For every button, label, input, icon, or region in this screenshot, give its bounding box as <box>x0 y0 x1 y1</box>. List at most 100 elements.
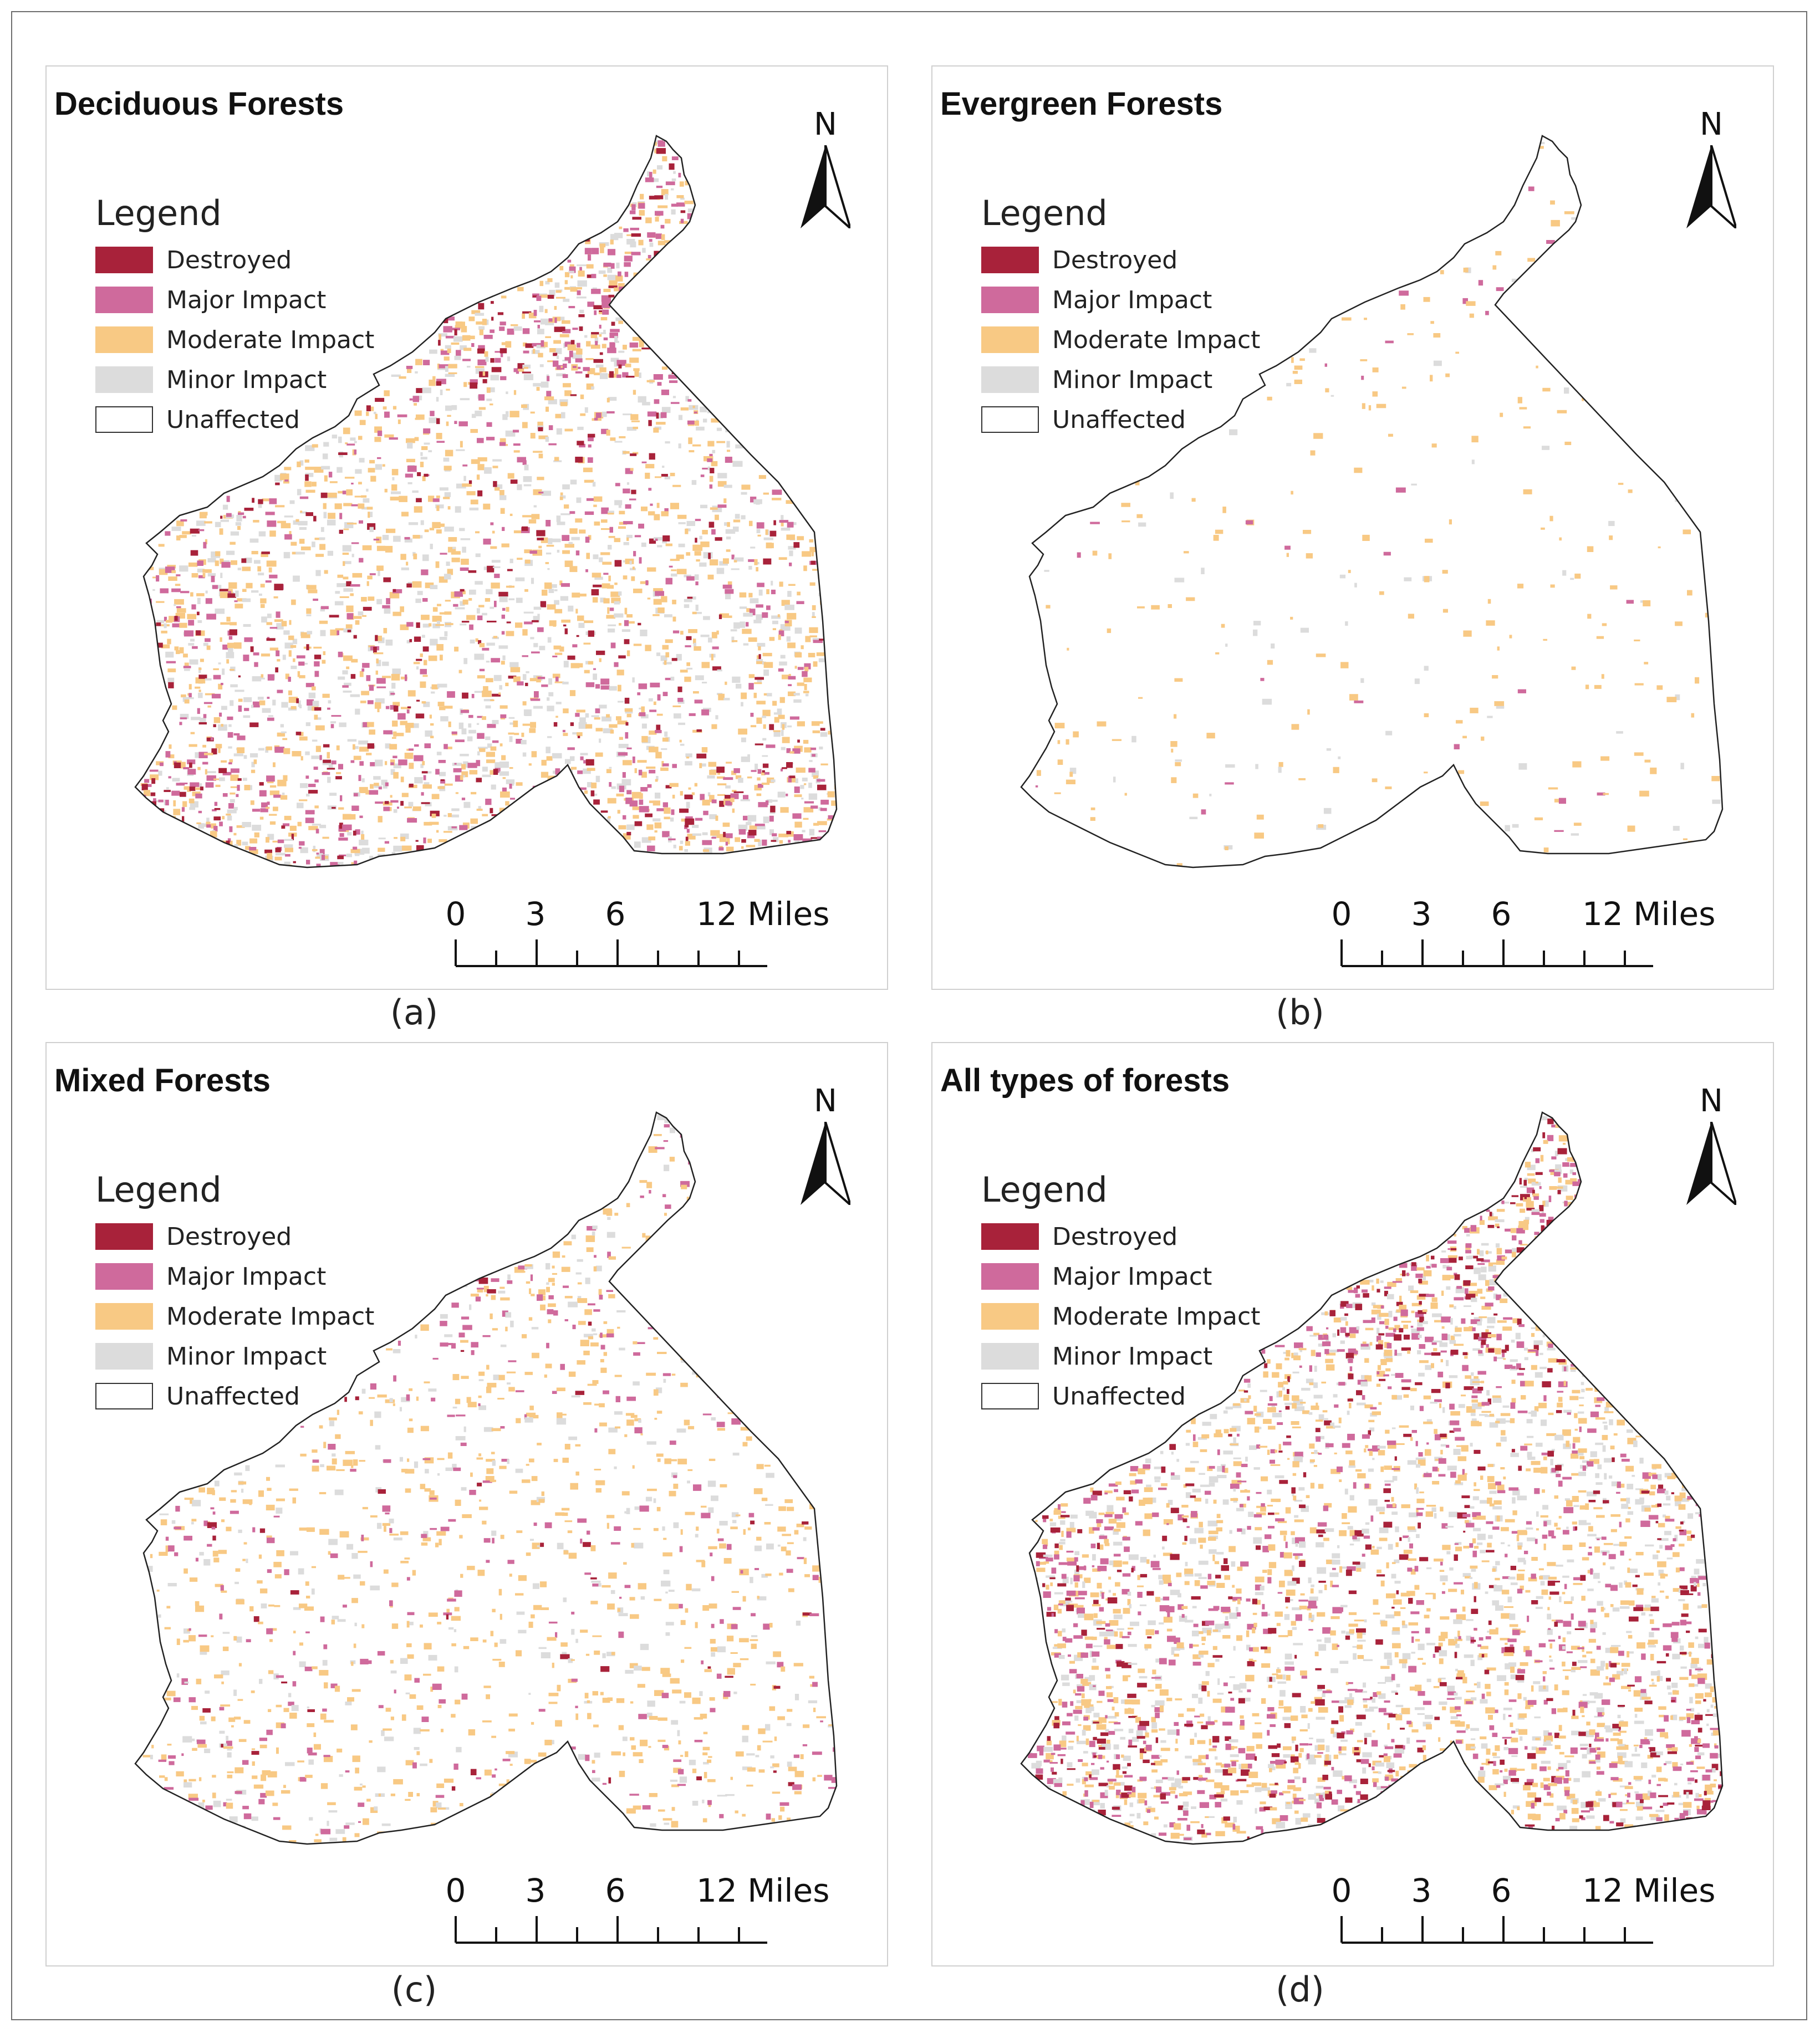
moderate-impact-patch <box>288 690 292 696</box>
minor-impact-patch <box>391 491 401 494</box>
minor-impact-patch <box>439 772 446 777</box>
moderate-impact-patch <box>361 691 369 696</box>
minor-impact-patch <box>420 452 423 456</box>
moderate-impact-patch <box>404 1674 412 1680</box>
minor-impact-patch <box>156 620 165 624</box>
legend-swatch <box>95 1343 153 1370</box>
minor-impact-patch <box>459 528 465 532</box>
moderate-impact-patch <box>1215 529 1223 534</box>
moderate-impact-patch <box>437 604 441 606</box>
moderate-impact-patch <box>258 1490 264 1497</box>
destroyed-patch <box>600 1666 610 1672</box>
moderate-impact-patch <box>516 1418 521 1423</box>
moderate-impact-patch <box>782 1534 791 1536</box>
minor-impact-patch <box>230 684 238 688</box>
major-impact-patch <box>572 644 578 647</box>
minor-impact-patch <box>524 1417 533 1423</box>
moderate-impact-patch <box>740 1658 749 1661</box>
moderate-impact-patch <box>1425 538 1433 543</box>
moderate-impact-patch <box>1541 527 1545 530</box>
minor-impact-patch <box>735 514 740 519</box>
moderate-impact-patch <box>583 642 591 645</box>
moderate-impact-patch <box>813 823 819 826</box>
major-impact-patch <box>351 504 360 507</box>
minor-impact-patch <box>437 621 440 624</box>
moderate-impact-patch <box>257 1580 263 1584</box>
minor-impact-patch <box>641 837 651 843</box>
moderate-impact-patch <box>603 1321 608 1324</box>
major-impact-patch <box>781 768 783 772</box>
moderate-impact-patch <box>448 537 457 542</box>
moderate-impact-patch <box>641 506 648 512</box>
moderate-impact-patch <box>526 1281 531 1284</box>
minor-impact-patch <box>616 262 620 269</box>
moderate-impact-patch <box>470 1472 473 1477</box>
destroyed-patch <box>679 808 689 813</box>
moderate-impact-patch <box>1683 838 1688 840</box>
moderate-impact-patch <box>575 1472 579 1476</box>
minor-impact-patch <box>1300 627 1309 633</box>
major-impact-patch <box>319 755 322 760</box>
moderate-impact-patch <box>350 593 354 596</box>
major-impact-patch <box>1464 1228 1470 1233</box>
minor-impact-patch <box>741 702 743 707</box>
major-impact-patch <box>575 1705 578 1708</box>
minor-impact-patch <box>291 1705 299 1712</box>
minor-impact-patch <box>506 779 515 784</box>
moderate-impact-patch <box>482 716 486 720</box>
minor-impact-patch <box>1387 1294 1394 1300</box>
minor-impact-patch <box>1326 748 1332 751</box>
minor-impact-patch <box>228 647 233 653</box>
minor-impact-patch <box>192 535 196 537</box>
minor-impact-patch <box>414 1461 419 1468</box>
moderate-impact-patch <box>586 341 591 347</box>
moderate-impact-patch <box>429 1759 433 1763</box>
minor-impact-patch <box>771 779 776 783</box>
minor-impact-patch <box>1423 1274 1426 1280</box>
moderate-impact-patch <box>210 831 217 837</box>
moderate-impact-patch <box>818 1576 822 1583</box>
minor-impact-patch <box>439 637 447 640</box>
destroyed-patch <box>506 621 511 624</box>
moderate-impact-patch <box>757 1596 759 1599</box>
minor-impact-patch <box>557 522 565 525</box>
minor-impact-patch <box>369 527 374 532</box>
destroyed-patch <box>190 528 200 534</box>
major-impact-patch <box>536 295 542 301</box>
minor-impact-patch <box>579 717 586 723</box>
minor-impact-patch <box>741 756 750 762</box>
major-impact-patch <box>1563 1173 1568 1178</box>
minor-impact-patch <box>206 771 216 773</box>
major-impact-patch <box>789 716 799 720</box>
major-impact-patch <box>560 1363 565 1370</box>
moderate-impact-patch <box>562 320 570 324</box>
major-impact-patch <box>471 1342 478 1348</box>
minor-impact-patch <box>556 515 561 522</box>
minor-impact-patch <box>460 754 469 757</box>
minor-impact-patch <box>1477 1321 1482 1326</box>
major-impact-patch <box>237 785 240 791</box>
minor-impact-patch <box>285 1762 295 1766</box>
moderate-impact-patch <box>524 1372 533 1375</box>
moderate-impact-patch <box>467 1566 475 1570</box>
moderate-impact-patch <box>623 833 631 840</box>
moderate-impact-patch <box>306 1596 310 1598</box>
moderate-impact-patch <box>1346 1286 1353 1290</box>
major-impact-patch <box>269 627 278 629</box>
destroyed-patch <box>238 675 241 678</box>
major-impact-patch <box>1546 240 1555 244</box>
moderate-impact-patch <box>416 414 425 420</box>
destroyed-patch <box>758 654 761 661</box>
moderate-impact-patch <box>787 642 796 648</box>
minor-impact-patch <box>621 629 630 632</box>
moderate-impact-patch <box>796 767 806 773</box>
moderate-impact-patch <box>617 1326 620 1329</box>
minor-impact-patch <box>629 560 632 565</box>
minor-impact-patch <box>699 535 702 540</box>
moderate-impact-patch <box>289 1488 298 1491</box>
major-impact-patch <box>600 678 610 685</box>
moderate-impact-patch <box>625 364 631 367</box>
destroyed-patch <box>665 785 672 789</box>
minor-impact-patch <box>189 659 198 665</box>
major-impact-patch <box>471 1350 475 1355</box>
